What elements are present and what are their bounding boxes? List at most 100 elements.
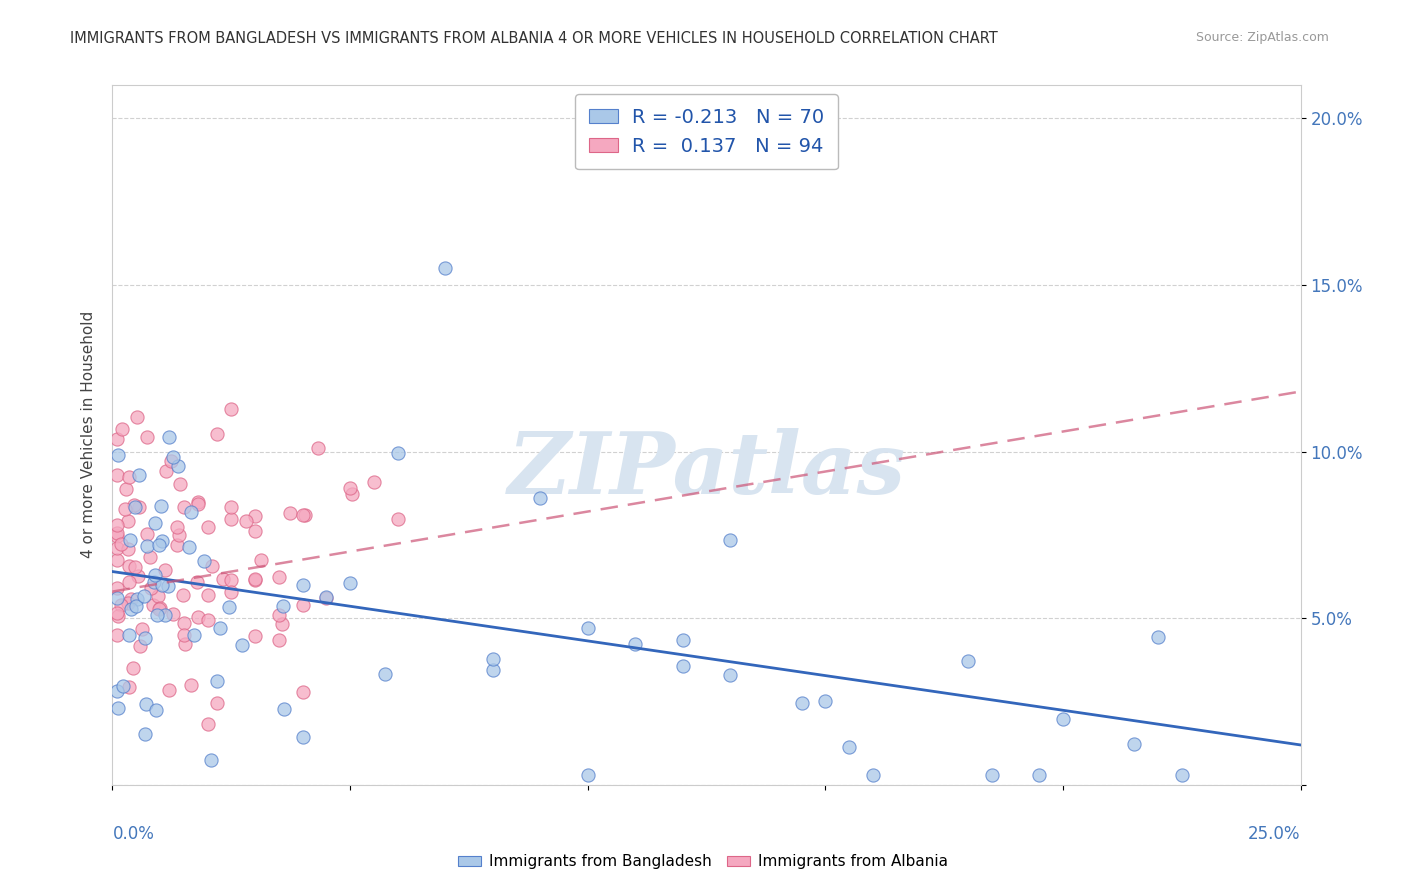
- Point: [128, 467, 150, 482]
- Point: [117, 542, 139, 557]
- Point: [111, 422, 134, 436]
- Point: [131, 622, 153, 636]
- Point: [838, 739, 860, 754]
- Point: [136, 430, 159, 444]
- Point: [105, 606, 128, 620]
- Point: [363, 475, 385, 489]
- Point: [105, 526, 128, 541]
- Point: [150, 534, 173, 549]
- Point: [125, 592, 148, 607]
- Point: [187, 497, 209, 511]
- Point: [105, 467, 128, 482]
- Point: [481, 663, 503, 677]
- Point: [145, 703, 167, 717]
- Point: [718, 667, 741, 681]
- Point: [209, 621, 232, 635]
- Point: [294, 508, 316, 523]
- Point: [291, 730, 314, 744]
- Point: [339, 481, 361, 495]
- Point: [1052, 712, 1074, 726]
- Point: [107, 609, 129, 624]
- Legend: R = -0.213   N = 70, R =  0.137   N = 94: R = -0.213 N = 70, R = 0.137 N = 94: [575, 95, 838, 169]
- Point: [197, 520, 219, 534]
- Point: [167, 459, 190, 474]
- Point: [162, 607, 184, 622]
- Point: [219, 402, 242, 417]
- Point: [291, 684, 314, 698]
- Point: [250, 552, 273, 566]
- Point: [205, 426, 228, 441]
- Point: [235, 514, 257, 528]
- Point: [434, 261, 457, 276]
- Point: [118, 628, 141, 642]
- Point: [267, 632, 290, 647]
- Text: 0.0%: 0.0%: [112, 825, 155, 843]
- Point: [107, 448, 129, 462]
- Point: [193, 554, 215, 568]
- Point: [166, 538, 188, 552]
- Point: [243, 524, 266, 538]
- Point: [118, 533, 141, 547]
- Point: [315, 591, 337, 606]
- Point: [145, 568, 167, 582]
- Point: [157, 430, 180, 444]
- Point: [183, 628, 205, 642]
- Point: [212, 572, 235, 586]
- Point: [124, 500, 146, 514]
- Point: [267, 570, 290, 584]
- Point: [315, 590, 337, 604]
- Point: [111, 679, 134, 693]
- Point: [155, 464, 177, 478]
- Point: [139, 581, 162, 595]
- Point: [120, 602, 142, 616]
- Point: [139, 549, 162, 564]
- Point: [128, 639, 150, 653]
- Point: [814, 694, 837, 708]
- Point: [672, 658, 695, 673]
- Point: [173, 616, 195, 631]
- Point: [218, 600, 240, 615]
- Point: [118, 559, 141, 574]
- Point: [125, 409, 148, 424]
- Point: [173, 628, 195, 642]
- Point: [187, 495, 209, 509]
- Point: [243, 572, 266, 586]
- Point: [173, 500, 195, 515]
- Point: [956, 655, 979, 669]
- Point: [291, 599, 314, 613]
- Point: [105, 518, 128, 533]
- Point: [124, 599, 146, 613]
- Point: [177, 541, 200, 555]
- Point: [121, 660, 143, 674]
- Point: [790, 696, 813, 710]
- Point: [115, 482, 138, 496]
- Point: [219, 511, 243, 525]
- Point: [219, 585, 243, 599]
- Point: [128, 500, 150, 514]
- Point: [167, 528, 190, 542]
- Point: [339, 576, 361, 591]
- Point: [105, 541, 128, 556]
- Point: [124, 560, 146, 574]
- Point: [142, 574, 165, 589]
- Point: [576, 768, 599, 782]
- Point: [219, 500, 243, 514]
- Point: [387, 446, 409, 460]
- Point: [114, 501, 136, 516]
- Point: [117, 596, 139, 610]
- Point: [134, 727, 156, 741]
- Point: [127, 569, 149, 583]
- Point: [150, 578, 173, 592]
- Point: [340, 487, 363, 501]
- Point: [160, 454, 183, 468]
- Point: [148, 538, 170, 552]
- Point: [245, 573, 267, 587]
- Text: ZIPatlas: ZIPatlas: [508, 428, 905, 512]
- Point: [132, 589, 155, 603]
- Point: [105, 529, 128, 543]
- Point: [118, 680, 141, 694]
- Point: [278, 506, 301, 520]
- Point: [105, 432, 128, 446]
- Point: [134, 631, 156, 645]
- Point: [180, 678, 202, 692]
